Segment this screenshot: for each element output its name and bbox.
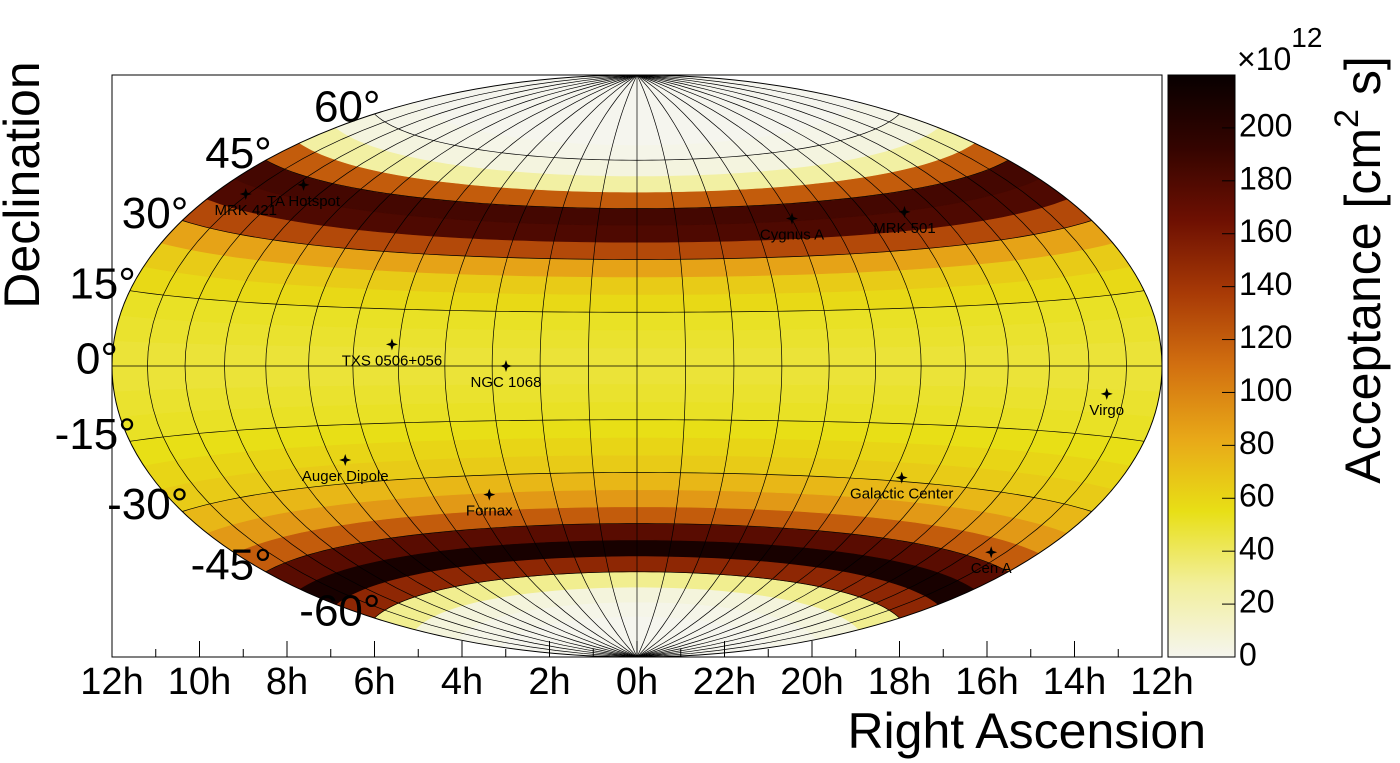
source-marker [785, 212, 798, 225]
colorbar-title: Acceptance [cm2 s] [1328, 56, 1391, 483]
source-marker [483, 488, 496, 501]
colorbar-tick-label: 0 [1239, 636, 1257, 672]
x-tick-label: 20h [780, 661, 843, 703]
y-tick-label: 30° [122, 189, 189, 238]
colorbar-tick-label: 200 [1239, 107, 1292, 143]
colorbar-title-part: Acceptance [cm [1335, 128, 1391, 484]
source-label: Cen A [971, 560, 1012, 577]
colorbar-title-part: 2 [1328, 109, 1366, 128]
parallel [182, 472, 1092, 512]
y-tick-label: 45° [205, 129, 272, 178]
colorbar-tick-label: 160 [1239, 213, 1292, 249]
x-tick-label: 4h [441, 661, 483, 703]
source-marker [239, 188, 252, 201]
x-tick-label: 8h [266, 661, 308, 703]
x-tick-label: 12h [1130, 661, 1193, 703]
source-marker [1100, 387, 1113, 400]
colorbar-tick-label: 100 [1239, 372, 1292, 408]
parallel [265, 523, 1009, 573]
y-tick-label: 15° [69, 259, 136, 308]
y-tick-label: -60° [299, 587, 380, 636]
x-axis-title: Right Ascension [847, 703, 1206, 759]
y-tick-label: 60° [314, 83, 381, 132]
x-tick-label: 0h [616, 661, 658, 703]
multiplier-exponent: 12 [1291, 22, 1322, 53]
y-tick-label: -45° [191, 540, 272, 589]
colorbar-tick-label: 180 [1239, 160, 1292, 196]
source-label: TXS 0506+056 [342, 352, 443, 369]
source-label: Cygnus A [760, 227, 824, 244]
parallel [374, 571, 900, 619]
colorbar-tick-label: 20 [1239, 584, 1275, 620]
y-tick-label: 0° [76, 335, 118, 384]
parallel [265, 159, 1009, 209]
source-marker [499, 360, 512, 372]
parallel [374, 113, 900, 161]
source-label: Virgo [1089, 402, 1124, 419]
x-tick-label: 16h [955, 661, 1018, 703]
parallel [129, 419, 1145, 442]
colorbar-title-part: s] [1335, 56, 1391, 109]
y-tick-label: -30° [107, 480, 188, 529]
y-axis-title: Declination [0, 61, 50, 308]
x-tick-label: 6h [353, 661, 395, 703]
colorbar-tick-label: 40 [1239, 531, 1275, 567]
source-label: Fornax [466, 503, 513, 520]
x-tick-label: 12h [80, 661, 143, 703]
colorbar-multiplier: ×1012 [1237, 22, 1322, 77]
y-tick-label: -15° [55, 410, 136, 459]
colorbar-tick-label: 80 [1239, 425, 1275, 461]
source-marker [339, 453, 352, 466]
source-label: Auger Dipole [302, 468, 389, 485]
source-label: TA Hotspot [267, 193, 341, 210]
source-marker [297, 178, 310, 191]
x-tick-label: 22h [693, 661, 756, 703]
source-label: NGC 1068 [471, 374, 542, 391]
colorbar-tick-label: 60 [1239, 478, 1275, 514]
graticule [112, 74, 1162, 658]
multiplier-base: ×10 [1237, 41, 1291, 77]
x-tick-label: 10h [168, 661, 231, 703]
colorbar [1167, 74, 1236, 658]
parallel [182, 220, 1092, 260]
colorbar-tick-label: 140 [1239, 266, 1292, 302]
source-marker [895, 471, 908, 484]
source-marker [898, 205, 911, 218]
parallel [129, 290, 1145, 313]
source-marker [385, 338, 398, 351]
source-label: MRK 501 [873, 220, 936, 237]
source-marker [985, 546, 998, 559]
x-tick-label: 2h [528, 661, 570, 703]
x-tick-label: 14h [1043, 661, 1106, 703]
colorbar-tick-label: 120 [1239, 319, 1292, 355]
source-label: Galactic Center [850, 486, 953, 503]
x-tick-label: 18h [868, 661, 931, 703]
source-label: MRK 421 [214, 202, 277, 219]
